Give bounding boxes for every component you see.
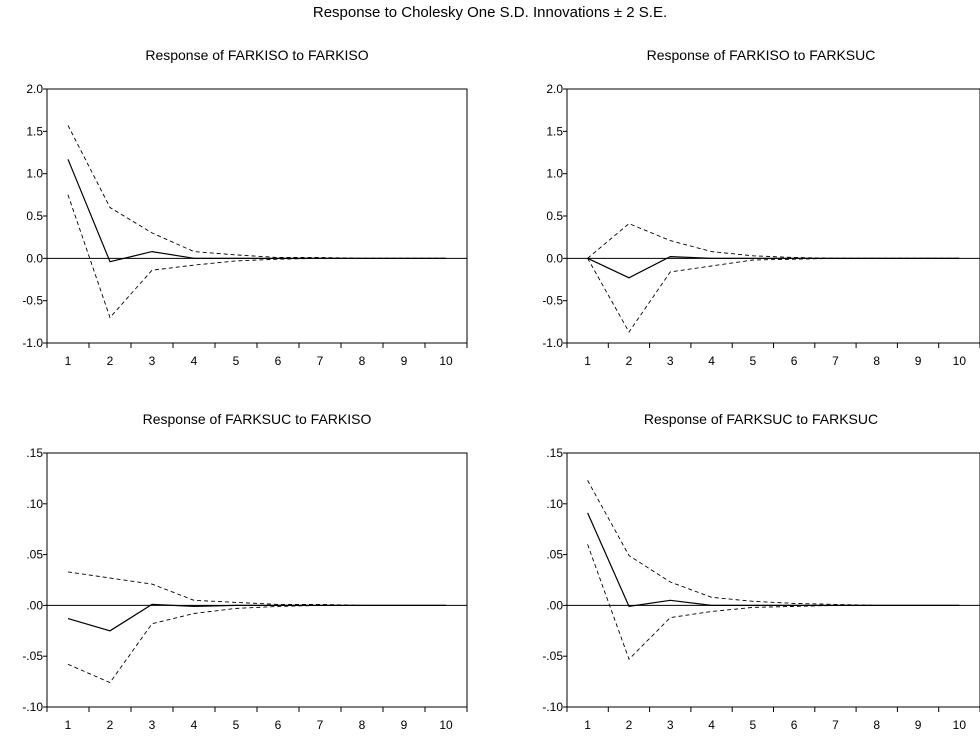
y-tick-label: 1.5 bbox=[26, 124, 43, 138]
figure-title: Response to Cholesky One S.D. Innovation… bbox=[312, 4, 668, 21]
y-tick-label: 0.0 bbox=[546, 251, 563, 265]
y-tick-label: 0.0 bbox=[26, 251, 43, 265]
y-tick-label: .15 bbox=[26, 446, 43, 460]
x-tick-label: 10 bbox=[439, 354, 453, 368]
series-upper-line bbox=[67, 571, 446, 606]
x-tick-label: 1 bbox=[65, 354, 72, 368]
y-tick-label: -0.5 bbox=[22, 294, 43, 308]
y-tick-label: 0.5 bbox=[546, 209, 563, 223]
x-tick-label: 6 bbox=[791, 718, 798, 732]
panel-3: Response of FARKSUC to FARKISO -.10 -.05 .0… bbox=[22, 411, 468, 732]
y-tick-label: -.10 bbox=[542, 700, 563, 714]
x-tick-label: 8 bbox=[359, 718, 366, 732]
y-tick-label: -1.0 bbox=[542, 336, 563, 350]
x-tick-label: 4 bbox=[708, 718, 715, 732]
x-tick-label: 1 bbox=[584, 718, 591, 732]
x-tick-label: 10 bbox=[953, 718, 967, 732]
x-tick-label: 7 bbox=[317, 718, 324, 732]
panel-title: Response of FARKISO to FARKISO bbox=[145, 47, 368, 63]
x-tick-label: 9 bbox=[915, 718, 922, 732]
series-lower-line bbox=[67, 604, 446, 684]
plot-frame bbox=[566, 88, 980, 344]
panel-2: Response of FARKISO to FARKSUC -1.0 -0.5 0.… bbox=[542, 47, 980, 368]
y-tick-label: 2.0 bbox=[26, 82, 43, 96]
panel-title: Response of FARKSUC to FARKSUC bbox=[644, 411, 878, 427]
y-tick-label: -.05 bbox=[22, 649, 43, 663]
y-tick-label: 2.0 bbox=[546, 82, 563, 96]
y-tick-label: .10 bbox=[26, 497, 43, 511]
x-tick-label: 6 bbox=[275, 354, 282, 368]
y-tick-label: .05 bbox=[546, 548, 563, 562]
x-tick-label: 5 bbox=[233, 354, 240, 368]
y-tick-label: -1.0 bbox=[22, 336, 43, 350]
panel-4: Response of FARKSUC to FARKSUC -.10 -.05 .0… bbox=[542, 411, 980, 732]
y-tick-label: .10 bbox=[546, 497, 563, 511]
x-tick-label: 3 bbox=[149, 354, 156, 368]
series-lower-line bbox=[587, 257, 960, 333]
series-response-line bbox=[67, 603, 446, 632]
y-tick-label: 1.0 bbox=[26, 167, 43, 181]
x-tick-label: 3 bbox=[667, 354, 674, 368]
series-response-line bbox=[67, 159, 446, 263]
x-tick-label: 2 bbox=[626, 718, 633, 732]
x-tick-label: 4 bbox=[191, 354, 198, 368]
y-tick-label: 0.5 bbox=[26, 209, 43, 223]
y-tick-label: .05 bbox=[26, 548, 43, 562]
y-tick-label: 1.0 bbox=[546, 167, 563, 181]
series-response-line bbox=[587, 512, 960, 608]
x-tick-label: 9 bbox=[401, 354, 408, 368]
x-tick-label: 7 bbox=[832, 718, 839, 732]
x-tick-label: 5 bbox=[233, 718, 240, 732]
series-lower-line bbox=[587, 544, 960, 661]
x-tick-label: 1 bbox=[65, 718, 72, 732]
x-tick-label: 7 bbox=[317, 354, 324, 368]
x-tick-label: 6 bbox=[275, 718, 282, 732]
y-tick-label: .00 bbox=[26, 598, 43, 612]
x-tick-label: 5 bbox=[750, 718, 757, 732]
x-tick-label: 8 bbox=[873, 354, 880, 368]
x-tick-label: 8 bbox=[359, 354, 366, 368]
x-tick-label: 3 bbox=[667, 718, 674, 732]
panel-title: Response of FARKSUC to FARKISO bbox=[143, 411, 372, 427]
x-tick-label: 6 bbox=[791, 354, 798, 368]
series-upper-line bbox=[587, 223, 960, 259]
x-tick-label: 4 bbox=[191, 718, 198, 732]
x-tick-label: 9 bbox=[915, 354, 922, 368]
series-lower-line bbox=[67, 194, 446, 319]
x-tick-label: 8 bbox=[873, 718, 880, 732]
x-tick-label: 1 bbox=[584, 354, 591, 368]
series-upper-line bbox=[67, 125, 446, 259]
panel-1: Response of FARKISO to FARKISO -1.0 -0.5 0.… bbox=[22, 47, 468, 368]
x-tick-label: 2 bbox=[626, 354, 633, 368]
series-upper-line bbox=[587, 480, 960, 606]
plot-frame bbox=[46, 88, 468, 344]
plot-frame bbox=[566, 452, 980, 708]
x-tick-label: 3 bbox=[149, 718, 156, 732]
y-tick-label: .00 bbox=[546, 598, 563, 612]
x-tick-label: 9 bbox=[401, 718, 408, 732]
x-tick-label: 10 bbox=[953, 354, 967, 368]
x-tick-label: 4 bbox=[708, 354, 715, 368]
y-tick-label: -0.5 bbox=[542, 294, 563, 308]
plot-frame bbox=[46, 452, 468, 708]
x-tick-label: 5 bbox=[750, 354, 757, 368]
x-tick-label: 7 bbox=[832, 354, 839, 368]
y-tick-label: -.05 bbox=[542, 649, 563, 663]
y-tick-label: 1.5 bbox=[546, 124, 563, 138]
panel-title: Response of FARKISO to FARKSUC bbox=[647, 47, 876, 63]
x-tick-label: 2 bbox=[107, 718, 114, 732]
y-tick-label: .15 bbox=[546, 446, 563, 460]
x-tick-label: 2 bbox=[107, 354, 114, 368]
x-tick-label: 10 bbox=[439, 718, 453, 732]
y-tick-label: -.10 bbox=[22, 700, 43, 714]
